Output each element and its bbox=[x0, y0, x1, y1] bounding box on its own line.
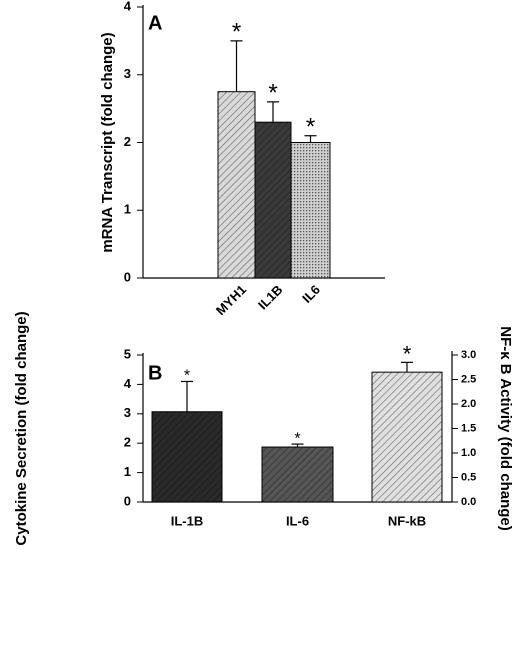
y2-axis-title: NF-κ B Activity (fold change) bbox=[497, 326, 514, 530]
y-tick-label: 2 bbox=[124, 134, 131, 149]
y-tick-label: 1 bbox=[124, 464, 131, 479]
y-axis-title: Cytokine Secretion (fold change) bbox=[13, 311, 30, 545]
bar bbox=[371, 371, 443, 503]
y-tick-label: 5 bbox=[124, 346, 131, 361]
annotation: * bbox=[294, 430, 300, 447]
y2-tick-label: 2.5 bbox=[461, 373, 476, 385]
x-tick-label: IL1B bbox=[255, 282, 286, 313]
bar bbox=[261, 446, 334, 503]
bar bbox=[290, 142, 331, 279]
y-tick-label: 3 bbox=[124, 405, 131, 420]
y-tick-label: 4 bbox=[124, 376, 132, 391]
annotation: * bbox=[403, 341, 412, 366]
bar bbox=[217, 91, 256, 279]
y2-tick-label: 0.0 bbox=[461, 496, 476, 508]
y-tick-label: 3 bbox=[124, 66, 131, 81]
y2-tick-label: 3.0 bbox=[461, 349, 476, 361]
x-tick-label: NF-kB bbox=[388, 513, 426, 528]
annotation: * bbox=[184, 368, 190, 385]
x-tick-label: MYH1 bbox=[213, 282, 249, 318]
panel-label: A bbox=[148, 12, 162, 34]
y-tick-label: 2 bbox=[124, 435, 131, 450]
x-tick-label: IL6 bbox=[299, 282, 323, 306]
x-tick-label: IL-6 bbox=[286, 513, 309, 528]
y2-tick-label: 1.0 bbox=[461, 447, 476, 459]
y-tick-label: 0 bbox=[124, 493, 131, 508]
y-tick-label: 0 bbox=[124, 269, 131, 284]
x-tick-label: IL-1B bbox=[171, 513, 204, 528]
bar bbox=[254, 121, 292, 279]
y-axis-title: mRNA Transcript (fold change) bbox=[99, 32, 116, 252]
bar bbox=[151, 411, 223, 503]
y2-tick-label: 1.5 bbox=[461, 422, 476, 434]
y2-tick-label: 0.5 bbox=[461, 471, 476, 483]
annotation: * bbox=[232, 19, 241, 46]
annotation: * bbox=[306, 114, 315, 141]
y-tick-label: 4 bbox=[124, 0, 132, 13]
y-tick-label: 1 bbox=[124, 202, 131, 217]
y2-tick-label: 2.0 bbox=[461, 398, 476, 410]
annotation: * bbox=[268, 80, 277, 107]
panel-label: B bbox=[148, 362, 162, 384]
